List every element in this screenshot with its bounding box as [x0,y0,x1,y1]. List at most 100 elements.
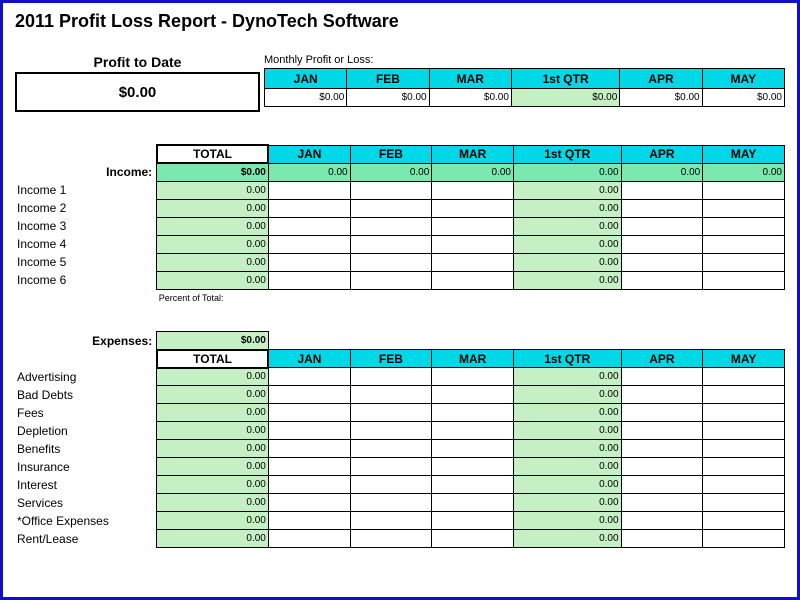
expense-cell[interactable] [268,422,350,440]
expense-cell-qtr[interactable]: 0.00 [513,368,621,386]
income-total[interactable]: $0.00 [157,163,269,181]
expense-cell[interactable] [621,422,703,440]
expense-cell[interactable] [621,512,703,530]
expense-cell[interactable] [703,386,785,404]
income-cell[interactable] [621,271,703,289]
expense-cell[interactable] [350,458,432,476]
expense-cell[interactable] [268,494,350,512]
expense-cell-qtr[interactable]: 0.00 [513,386,621,404]
expense-cell[interactable] [703,422,785,440]
expense-row-total[interactable]: 0.00 [157,368,269,386]
income-cell[interactable] [703,253,785,271]
expense-row-total[interactable]: 0.00 [157,458,269,476]
income-cell[interactable] [621,217,703,235]
income-row-total[interactable]: 0.00 [157,271,269,289]
income-cell[interactable] [268,235,350,253]
expense-cell[interactable] [432,386,514,404]
expense-cell[interactable] [268,440,350,458]
expense-row-total[interactable]: 0.00 [157,530,269,548]
income-cell[interactable] [703,271,785,289]
monthly-value[interactable]: $0.00 [702,89,784,107]
income-cell[interactable] [703,181,785,199]
income-month[interactable]: 0.00 [432,163,514,181]
income-row-total[interactable]: 0.00 [157,217,269,235]
income-month[interactable]: 0.00 [268,163,350,181]
expense-cell[interactable] [350,494,432,512]
expense-cell[interactable] [621,530,703,548]
income-cell[interactable] [432,181,514,199]
expense-row-total[interactable]: 0.00 [157,386,269,404]
expense-cell[interactable] [350,404,432,422]
expense-cell[interactable] [432,440,514,458]
expense-row-total[interactable]: 0.00 [157,494,269,512]
expense-cell[interactable] [432,368,514,386]
expense-cell[interactable] [621,386,703,404]
expense-cell[interactable] [350,530,432,548]
expense-cell[interactable] [432,404,514,422]
expense-cell[interactable] [703,530,785,548]
income-cell[interactable] [350,253,432,271]
expense-cell[interactable] [703,368,785,386]
income-cell[interactable] [350,271,432,289]
income-row-total[interactable]: 0.00 [157,253,269,271]
expenses-total[interactable]: $0.00 [157,332,269,350]
income-cell[interactable] [268,199,350,217]
expense-cell-qtr[interactable]: 0.00 [513,530,621,548]
monthly-value-qtr[interactable]: $0.00 [511,89,619,107]
expense-cell[interactable] [621,368,703,386]
expense-cell[interactable] [268,530,350,548]
income-cell[interactable] [621,199,703,217]
income-row-total[interactable]: 0.00 [157,235,269,253]
expense-cell[interactable] [432,530,514,548]
expense-cell[interactable] [268,404,350,422]
income-cell[interactable] [621,181,703,199]
expense-cell[interactable] [268,512,350,530]
expense-cell[interactable] [432,476,514,494]
income-cell[interactable] [621,253,703,271]
expense-cell-qtr[interactable]: 0.00 [513,422,621,440]
income-cell[interactable] [268,217,350,235]
monthly-value[interactable]: $0.00 [620,89,702,107]
income-cell-qtr[interactable]: 0.00 [513,271,621,289]
expense-cell-qtr[interactable]: 0.00 [513,512,621,530]
expense-cell[interactable] [350,512,432,530]
income-cell[interactable] [268,253,350,271]
expense-cell[interactable] [432,422,514,440]
expense-cell[interactable] [621,476,703,494]
income-cell[interactable] [432,235,514,253]
expense-row-total[interactable]: 0.00 [157,476,269,494]
expense-cell[interactable] [350,476,432,494]
income-cell[interactable] [350,199,432,217]
monthly-value[interactable]: $0.00 [429,89,511,107]
income-cell[interactable] [268,181,350,199]
income-month[interactable]: 0.00 [350,163,432,181]
expense-cell[interactable] [350,368,432,386]
expense-cell[interactable] [621,458,703,476]
income-cell-qtr[interactable]: 0.00 [513,181,621,199]
expense-cell[interactable] [621,404,703,422]
expense-cell[interactable] [703,404,785,422]
expense-cell[interactable] [432,512,514,530]
expense-cell[interactable] [350,422,432,440]
income-month[interactable]: 0.00 [513,163,621,181]
income-cell-qtr[interactable]: 0.00 [513,235,621,253]
income-cell[interactable] [621,235,703,253]
income-cell[interactable] [432,253,514,271]
expense-cell[interactable] [621,494,703,512]
income-cell[interactable] [432,271,514,289]
income-cell[interactable] [432,199,514,217]
expense-cell[interactable] [621,440,703,458]
monthly-value[interactable]: $0.00 [265,89,347,107]
expense-row-total[interactable]: 0.00 [157,404,269,422]
income-cell[interactable] [350,181,432,199]
income-cell[interactable] [350,217,432,235]
expense-cell[interactable] [703,458,785,476]
income-row-total[interactable]: 0.00 [157,199,269,217]
income-cell-qtr[interactable]: 0.00 [513,217,621,235]
expense-cell-qtr[interactable]: 0.00 [513,476,621,494]
monthly-value[interactable]: $0.00 [347,89,429,107]
expense-cell[interactable] [432,494,514,512]
expense-cell[interactable] [703,512,785,530]
expense-cell-qtr[interactable]: 0.00 [513,440,621,458]
income-cell[interactable] [703,199,785,217]
